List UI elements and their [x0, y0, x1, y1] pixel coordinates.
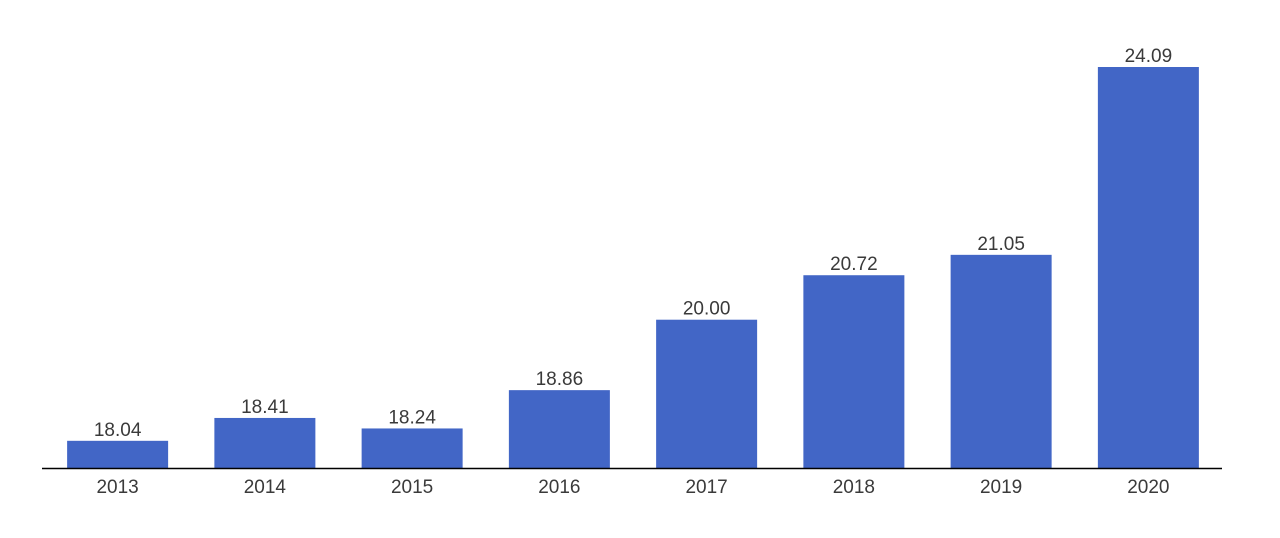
x-tick-labels: 2013 2014 2015 2016 2017 2018 2019 2020 [96, 477, 1169, 498]
value-labels-layer: 18.04 18.41 18.24 18.86 20.00 20.72 21.05 24.09 [94, 46, 1172, 441]
x-tick-label-2015: 2015 [391, 477, 433, 498]
x-tick-label-2017: 2017 [685, 477, 727, 498]
bar-2013 [67, 440, 169, 468]
value-label-2018: 20.72 [830, 254, 878, 275]
x-tick-label-2013: 2013 [96, 477, 138, 498]
bar-2015 [361, 428, 463, 468]
bar-2016 [508, 390, 610, 468]
value-label-2020: 24.09 [1125, 46, 1173, 67]
x-tick-label-2020: 2020 [1127, 477, 1169, 498]
bar-2017 [656, 319, 758, 468]
bar-2020 [1097, 67, 1199, 468]
bars-layer [67, 67, 1199, 468]
bar-2018 [803, 275, 905, 468]
bar-2014 [214, 417, 316, 468]
value-label-2013: 18.04 [94, 420, 142, 441]
value-label-2014: 18.41 [241, 397, 289, 418]
bar-2019 [950, 254, 1052, 468]
value-label-2019: 21.05 [977, 234, 1025, 255]
x-tick-label-2018: 2018 [833, 477, 875, 498]
x-tick-label-2019: 2019 [980, 477, 1022, 498]
x-tick-label-2016: 2016 [538, 477, 580, 498]
x-tick-label-2014: 2014 [244, 477, 287, 498]
value-label-2017: 20.00 [683, 299, 731, 320]
value-label-2016: 18.86 [536, 369, 584, 390]
value-label-2015: 18.24 [388, 407, 436, 428]
